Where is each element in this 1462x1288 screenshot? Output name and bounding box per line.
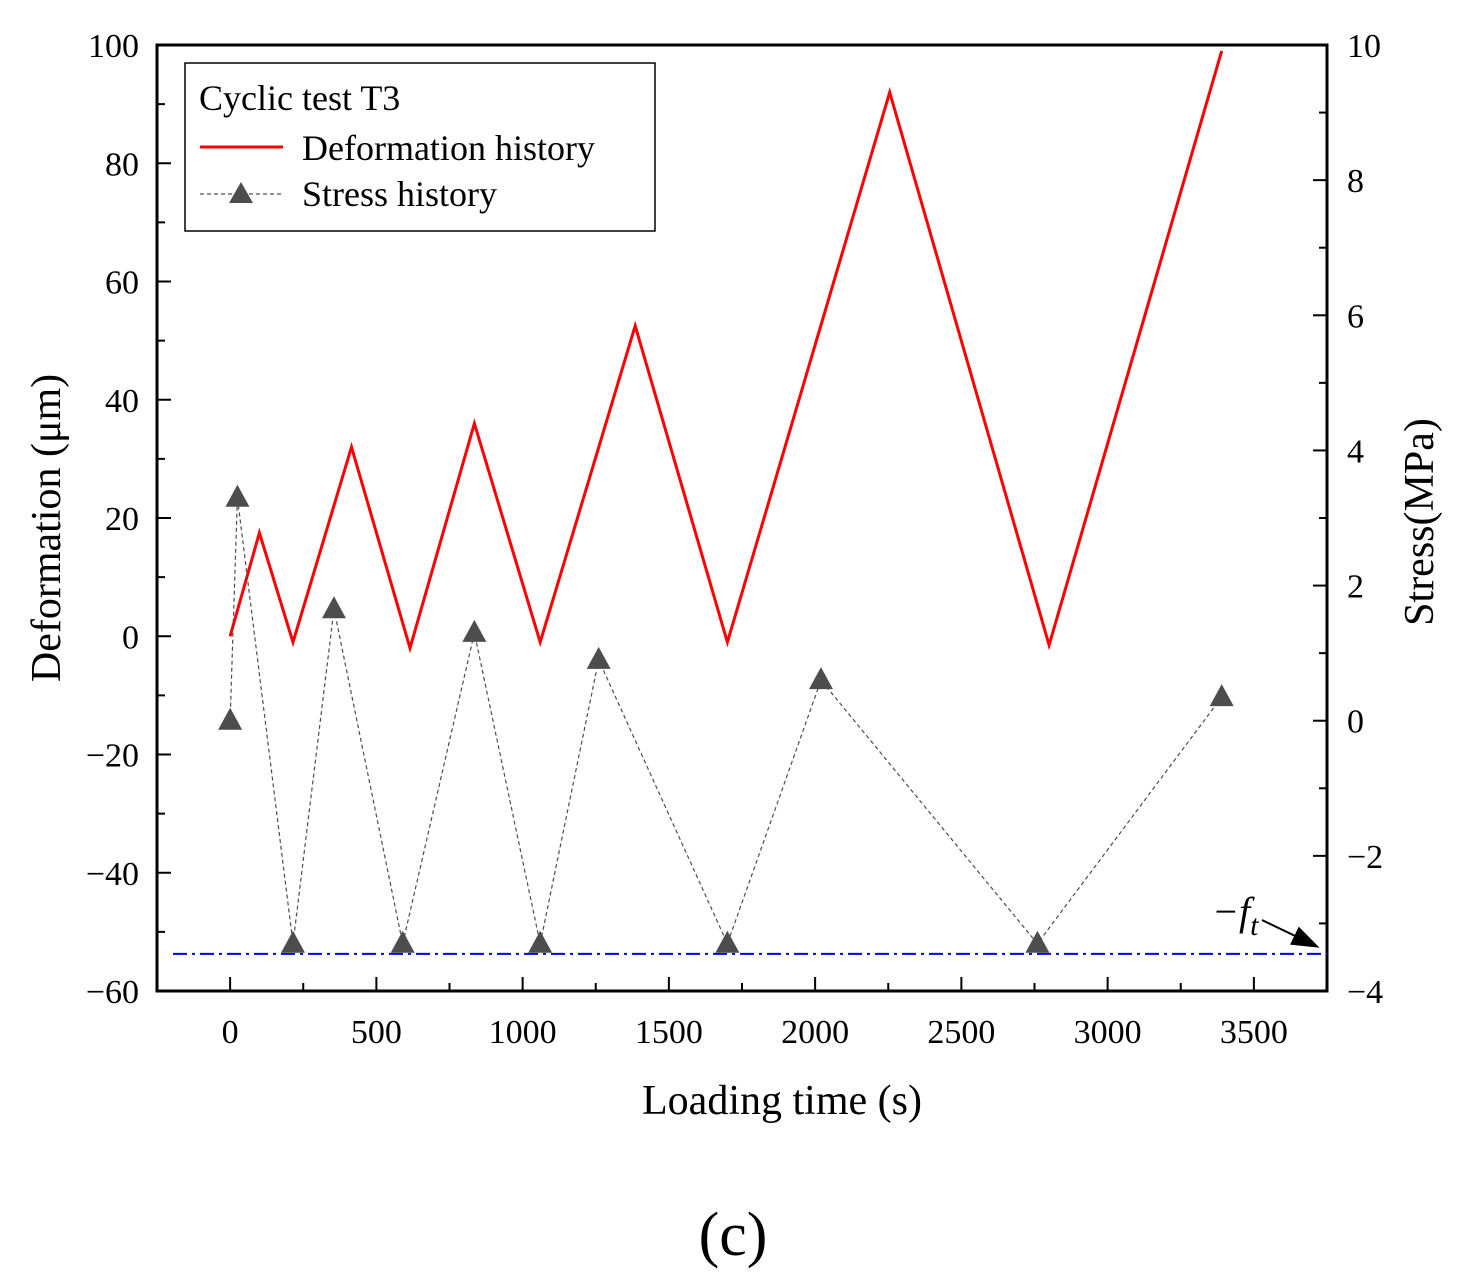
y2-tick-label: 4: [1347, 433, 1364, 470]
y2-axis-title: Stress(MPa): [1397, 418, 1443, 626]
reference-line-label-sub: t: [1250, 909, 1259, 942]
y-tick-label: 0: [122, 619, 139, 656]
x-tick-label: 3500: [1220, 1014, 1288, 1051]
y2-tick-label: 2: [1347, 569, 1364, 606]
y-tick-label: −20: [86, 738, 139, 775]
stress-point-marker: [528, 930, 553, 953]
y2-tick-label: −4: [1347, 974, 1383, 1011]
legend-deformation-label: Deformation history: [302, 128, 595, 168]
x-axis: 0 500 1000 1500 2000 2500 3000 3500: [156, 977, 1328, 1051]
y2-tick-label: 8: [1347, 163, 1364, 200]
x-tick-label: 2000: [781, 1014, 849, 1051]
y-tick-label: −60: [86, 974, 139, 1011]
y-axis-title: Deformation (μm): [24, 374, 70, 682]
x-tick-label: 1000: [489, 1014, 557, 1051]
stress-point-marker: [1209, 684, 1234, 707]
stress-point-marker: [462, 619, 487, 642]
x-tick-label: 500: [351, 1014, 402, 1051]
y-tick-label: 20: [105, 501, 139, 538]
stress-history-line: [229, 497, 1223, 946]
stress-point-marker: [321, 596, 346, 619]
legend-title: Cyclic test T3: [199, 78, 400, 118]
stress-point-marker: [586, 646, 611, 669]
y-tick-label: 80: [105, 146, 139, 183]
stress-point-marker: [1025, 930, 1050, 953]
y-tick-label: 40: [105, 383, 139, 420]
panel-label: (c): [699, 1201, 768, 1269]
y2-tick-label: 0: [1347, 704, 1364, 741]
stress-point-marker: [218, 707, 243, 730]
y2-tick-label: 10: [1347, 28, 1381, 65]
legend: Cyclic test T3 Deformation history Stres…: [184, 62, 656, 232]
x-tick-label: 0: [222, 1014, 239, 1051]
y2-tick-label: 6: [1347, 298, 1364, 335]
reference-annotation-arrow: [1261, 919, 1320, 948]
y-axis-right: −4 −2 0 2 4 6 8 10: [1313, 28, 1383, 1011]
x-axis-title: Loading time (s): [642, 1078, 922, 1124]
y2-tick-label: −2: [1347, 839, 1383, 876]
legend-stress-label: Stress history: [302, 174, 497, 214]
reference-line-label-main: −f: [1212, 889, 1255, 934]
reference-line-label: −ft: [1212, 889, 1259, 942]
y-tick-label: 100: [88, 28, 139, 65]
x-tick-label: 2500: [927, 1014, 995, 1051]
y-axis-left: −60 −40 −20 0 20 40 60 80 100: [86, 28, 171, 1011]
stress-point-marker: [808, 667, 833, 690]
stress-point-marker: [390, 930, 415, 953]
y-tick-label: −40: [86, 856, 139, 893]
deformation-history-line: [228, 50, 1224, 654]
legend-stress-marker-icon: [229, 182, 253, 203]
stress-point-marker: [715, 930, 740, 953]
series-layer: [218, 50, 1234, 953]
y-tick-label: 60: [105, 265, 139, 302]
stress-point-marker: [281, 930, 306, 953]
x-tick-label: 3000: [1074, 1014, 1142, 1051]
x-tick-label: 1500: [635, 1014, 703, 1051]
stress-point-marker: [225, 484, 250, 507]
